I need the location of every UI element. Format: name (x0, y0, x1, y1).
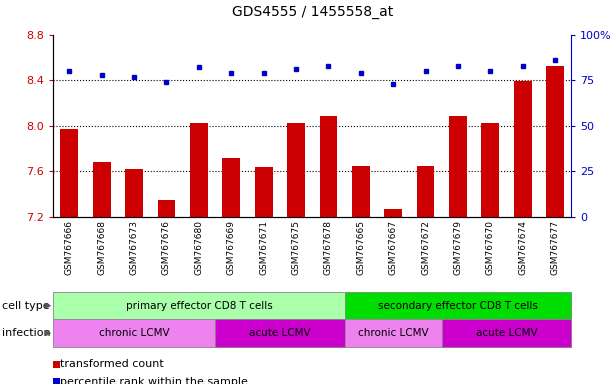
Text: acute LCMV: acute LCMV (249, 328, 310, 338)
Bar (320, 116, 337, 217)
Bar (125, 169, 143, 217)
Bar (255, 167, 273, 217)
Text: acute LCMV: acute LCMV (476, 328, 537, 338)
Text: chronic LCMV: chronic LCMV (99, 328, 169, 338)
Bar (222, 158, 240, 217)
Bar (449, 116, 467, 217)
Text: cell type: cell type (2, 301, 49, 311)
Text: chronic LCMV: chronic LCMV (358, 328, 428, 338)
Text: secondary effector CD8 T cells: secondary effector CD8 T cells (378, 301, 538, 311)
Bar (190, 124, 208, 217)
Text: GDS4555 / 1455558_at: GDS4555 / 1455558_at (232, 5, 393, 19)
Bar (158, 200, 175, 217)
Bar (546, 66, 564, 217)
Bar (352, 166, 370, 217)
Bar (417, 166, 434, 217)
Bar (384, 209, 402, 217)
Bar (60, 129, 78, 217)
Bar (514, 81, 532, 217)
Bar (481, 124, 499, 217)
Text: percentile rank within the sample: percentile rank within the sample (53, 377, 248, 384)
Text: primary effector CD8 T cells: primary effector CD8 T cells (125, 301, 273, 311)
Bar (93, 162, 111, 217)
Text: infection: infection (2, 328, 51, 338)
Bar (287, 124, 305, 217)
Text: transformed count: transformed count (53, 359, 164, 369)
